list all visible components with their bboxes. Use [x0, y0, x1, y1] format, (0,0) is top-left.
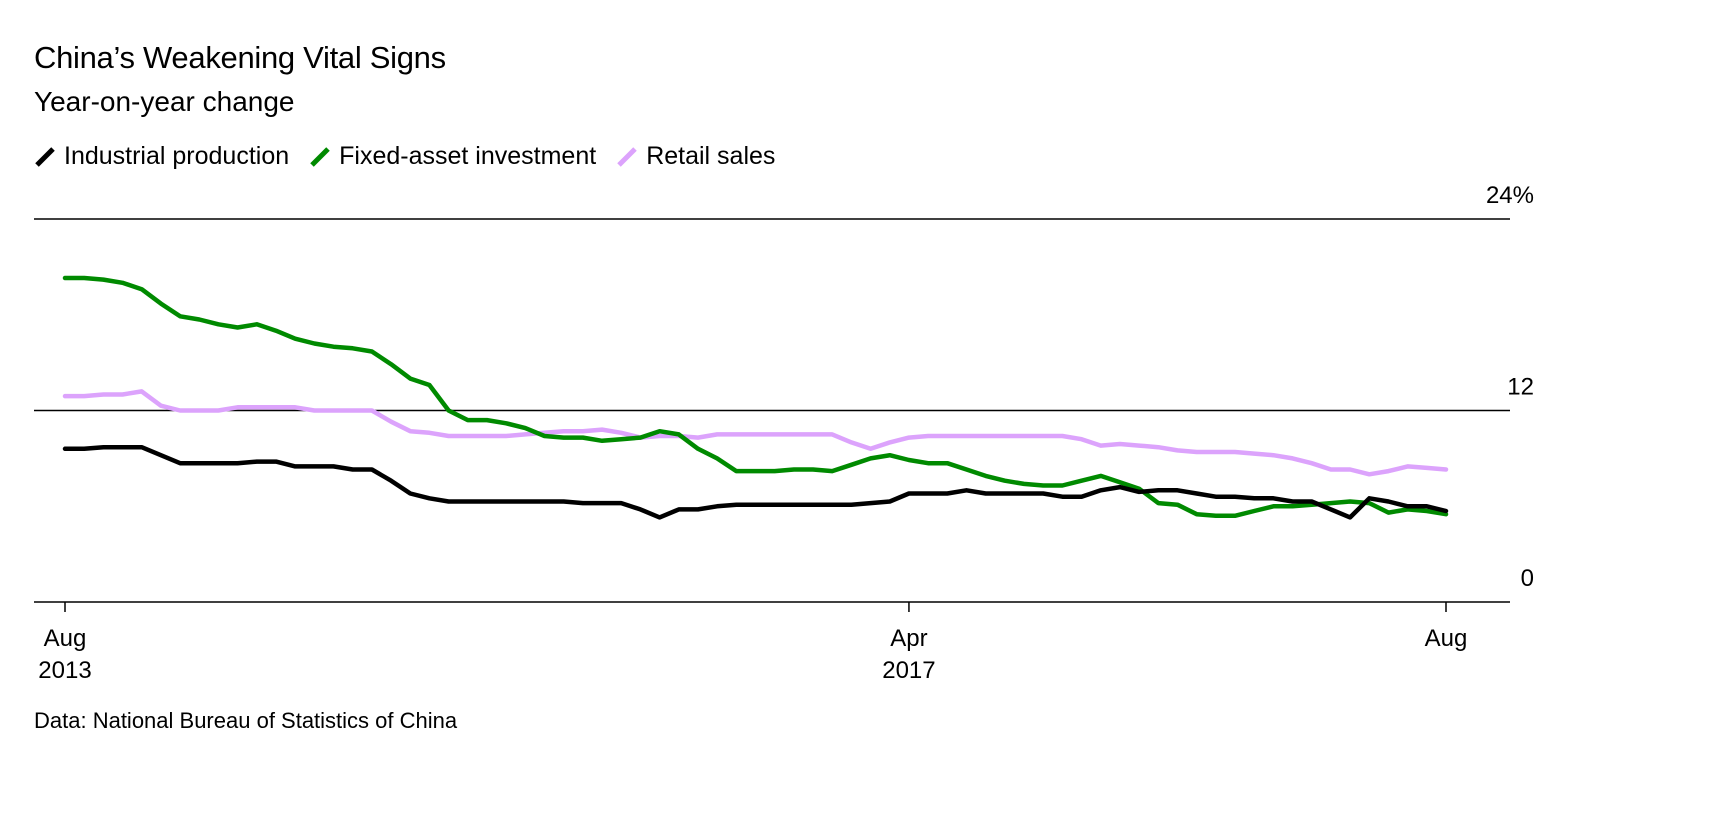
chart-title: China’s Weakening Vital Signs [34, 40, 446, 75]
x-tick-label: Aug [1425, 625, 1468, 652]
legend-label: Industrial production [64, 142, 290, 170]
legend-swatch-icon [310, 146, 330, 167]
legend-swatch-icon [617, 146, 637, 167]
x-tick-year-label: 2013 [38, 657, 91, 684]
legend-item-industrial-production: Industrial production [34, 142, 289, 171]
legend-item-fixed-asset-investment: Fixed-asset investment [309, 142, 596, 171]
y-tick-label: 0 [1521, 565, 1534, 592]
x-tick-label: Apr [890, 625, 927, 652]
source-note: Data: National Bureau of Statistics of C… [34, 708, 458, 733]
x-tick-year-label: 2017 [882, 657, 935, 684]
series-line-industrial-production [62, 444, 1449, 520]
series-line-fixed-asset-investment [62, 275, 1449, 519]
y-tick-label: 24% [1486, 182, 1534, 209]
legend-swatch-icon [35, 146, 55, 167]
legend-label: Retail sales [646, 142, 776, 170]
y-tick-label: 12 [1507, 374, 1534, 401]
legend-item-retail-sales: Retail sales [616, 142, 775, 171]
legend: Industrial production Fixed-asset invest… [34, 142, 795, 171]
series-line-retail-sales [62, 389, 1449, 477]
legend-label: Fixed-asset investment [339, 142, 597, 170]
chart-subtitle: Year-on-year change [34, 86, 295, 117]
x-tick-label: Aug [44, 625, 87, 652]
